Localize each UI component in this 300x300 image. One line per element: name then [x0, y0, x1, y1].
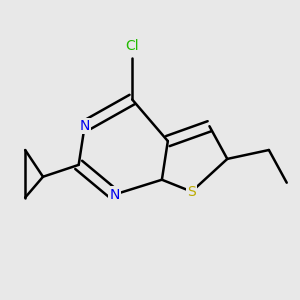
- Text: N: N: [80, 119, 90, 133]
- Text: N: N: [109, 188, 119, 202]
- Text: S: S: [187, 184, 196, 199]
- Text: Cl: Cl: [125, 39, 139, 53]
